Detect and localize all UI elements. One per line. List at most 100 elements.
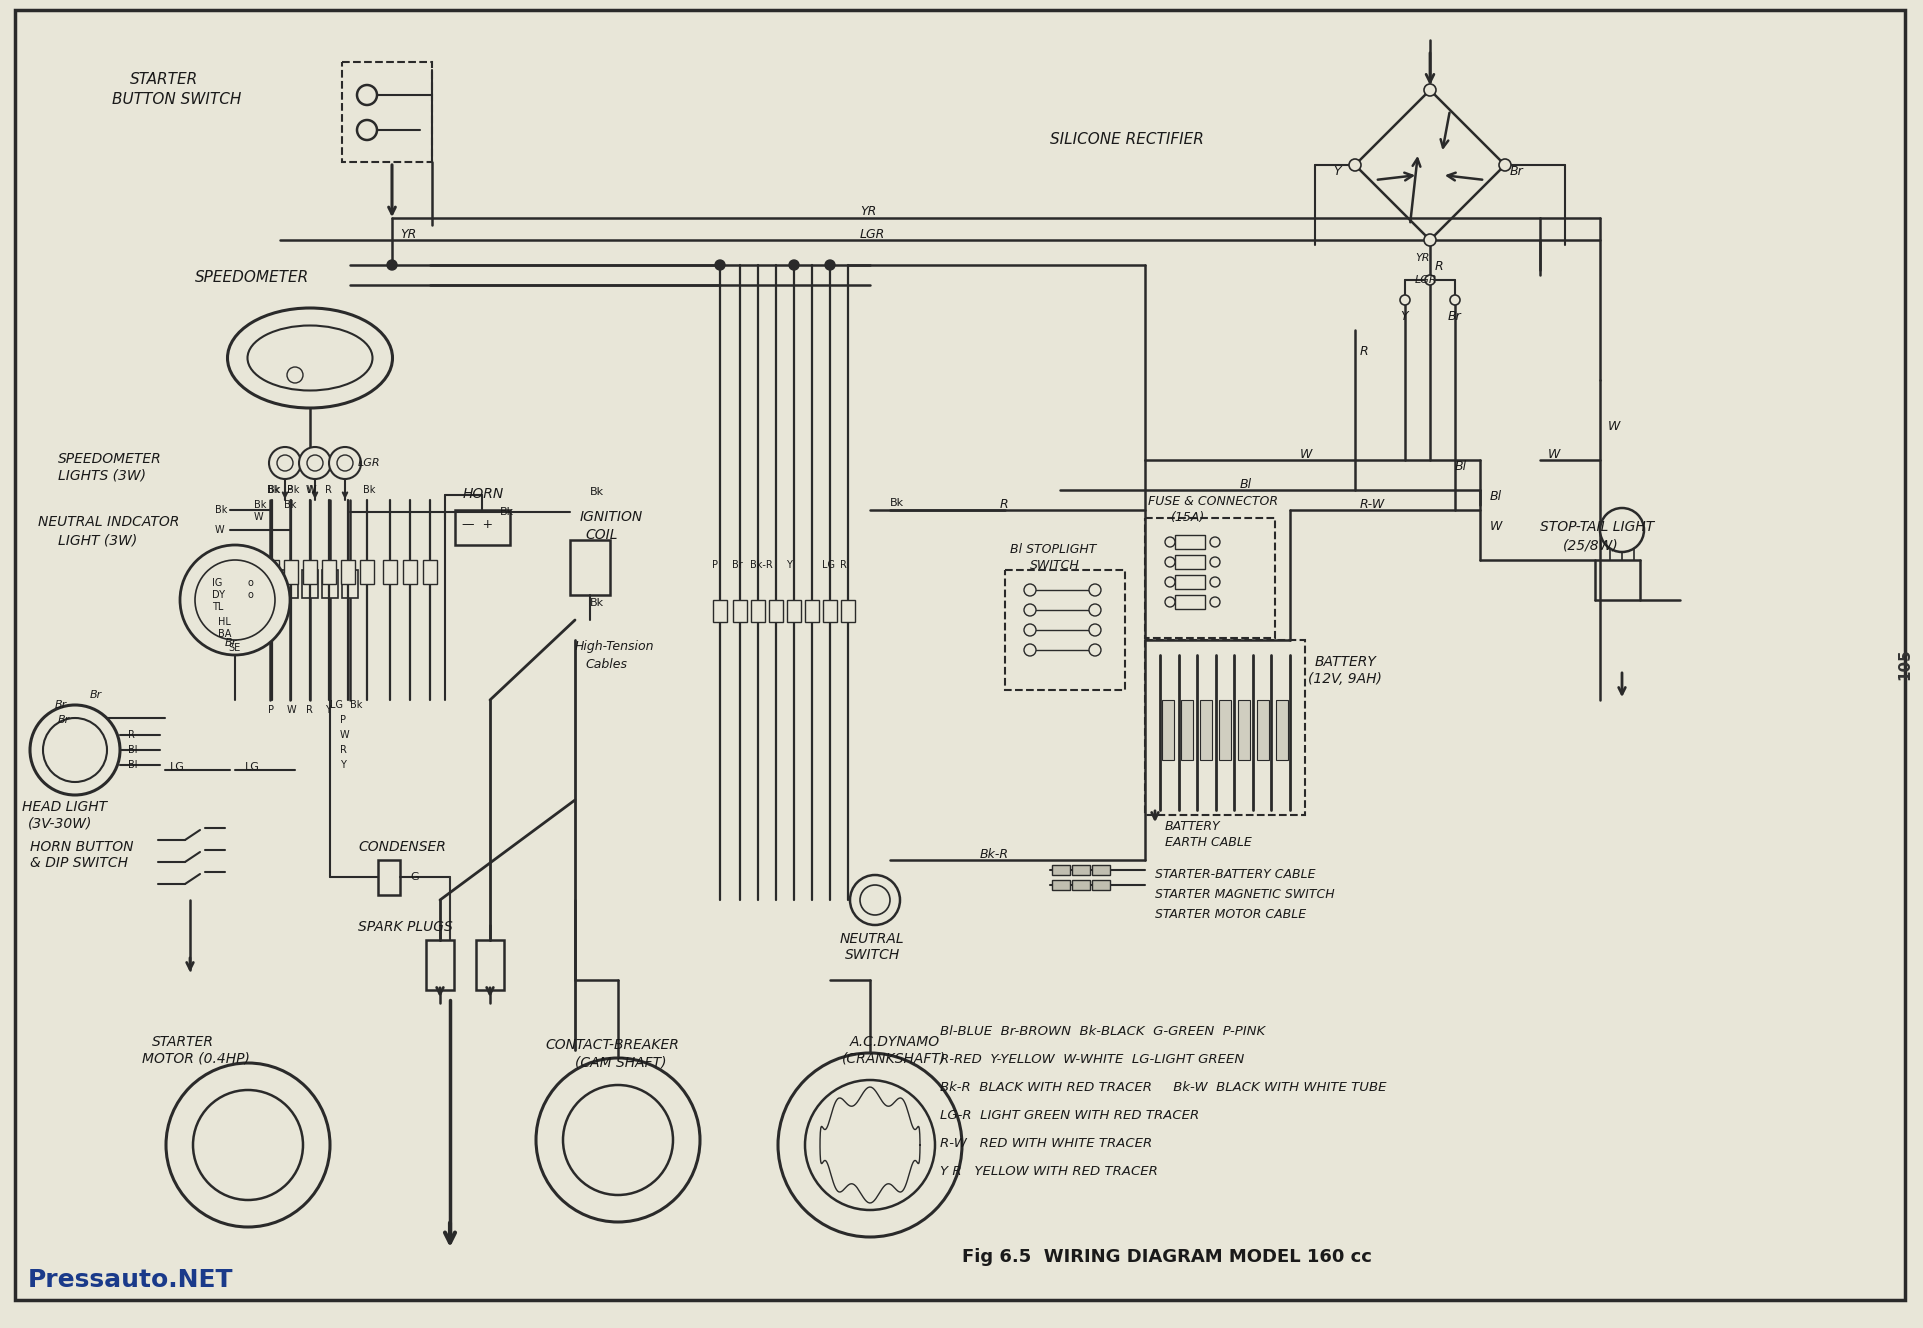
Bar — [1236, 700, 1250, 760]
Bar — [733, 600, 746, 622]
Text: BUTTON SWITCH: BUTTON SWITCH — [112, 92, 240, 108]
Ellipse shape — [227, 308, 392, 408]
Circle shape — [850, 875, 900, 926]
Text: Y: Y — [340, 760, 346, 770]
Bar — [342, 570, 358, 598]
Bar — [383, 560, 396, 584]
Text: Bk: Bk — [350, 700, 362, 710]
Text: BA: BA — [217, 629, 231, 639]
Circle shape — [1088, 644, 1100, 656]
Text: —  +: — + — [462, 518, 492, 531]
Circle shape — [1400, 295, 1410, 305]
Circle shape — [1210, 537, 1219, 547]
Text: High-Tension: High-Tension — [575, 640, 654, 653]
Circle shape — [1165, 556, 1175, 567]
Bar — [1175, 555, 1204, 568]
Text: STARTER: STARTER — [152, 1035, 213, 1049]
Bar — [1256, 700, 1269, 760]
Text: R-W: R-W — [1360, 498, 1385, 511]
Text: (12V, 9AH): (12V, 9AH) — [1308, 672, 1381, 687]
Bar — [1092, 880, 1110, 890]
Circle shape — [777, 1053, 962, 1236]
Bar — [1071, 865, 1090, 875]
Bar — [602, 1082, 633, 1098]
Bar — [1200, 700, 1211, 760]
Bar — [475, 940, 504, 989]
Bar — [283, 570, 298, 598]
Bar — [840, 600, 854, 622]
Circle shape — [1210, 556, 1219, 567]
Circle shape — [563, 1085, 673, 1195]
Text: LG: LG — [244, 762, 260, 772]
Circle shape — [1210, 576, 1219, 587]
Text: LIGHTS (3W): LIGHTS (3W) — [58, 467, 146, 482]
Circle shape — [1165, 537, 1175, 547]
Bar — [1144, 640, 1304, 815]
Text: Fig 6.5  WIRING DIAGRAM MODEL 160 cc: Fig 6.5 WIRING DIAGRAM MODEL 160 cc — [962, 1248, 1371, 1266]
Circle shape — [42, 718, 108, 782]
Bar — [804, 600, 819, 622]
Text: R: R — [340, 745, 346, 756]
Text: (25/8W): (25/8W) — [1561, 538, 1617, 552]
Bar — [569, 540, 610, 595]
Text: LG-R  LIGHT GREEN WITH RED TRACER: LG-R LIGHT GREEN WITH RED TRACER — [940, 1109, 1198, 1122]
Bar — [302, 570, 317, 598]
Text: SPEEDOMETER: SPEEDOMETER — [194, 270, 310, 286]
Text: Br: Br — [731, 560, 742, 570]
Text: LGR: LGR — [358, 458, 381, 467]
Text: MOTOR (0.4HP): MOTOR (0.4HP) — [142, 1052, 250, 1066]
Bar — [1175, 595, 1204, 610]
Bar — [321, 560, 337, 584]
Text: IGNITION: IGNITION — [579, 510, 642, 525]
Circle shape — [1600, 509, 1642, 552]
Bar — [769, 600, 783, 622]
Bar — [1181, 700, 1192, 760]
Text: Y: Y — [1333, 165, 1340, 178]
Text: P: P — [267, 705, 273, 714]
Text: (CAM SHAFT): (CAM SHAFT) — [575, 1054, 665, 1069]
Circle shape — [1088, 624, 1100, 636]
Text: (CRANKSHAFT): (CRANKSHAFT) — [842, 1052, 946, 1066]
Circle shape — [788, 260, 798, 270]
Bar — [1004, 570, 1125, 691]
Bar — [340, 560, 356, 584]
Circle shape — [1423, 84, 1435, 96]
Text: & DIP SWITCH: & DIP SWITCH — [31, 857, 129, 870]
Text: R: R — [1435, 260, 1442, 274]
Bar — [787, 600, 800, 622]
Text: STOP-TAIL LIGHT: STOP-TAIL LIGHT — [1538, 521, 1654, 534]
Circle shape — [192, 1090, 302, 1201]
Circle shape — [1425, 275, 1435, 286]
Text: W: W — [254, 513, 263, 522]
Circle shape — [860, 884, 890, 915]
Circle shape — [1423, 234, 1435, 246]
Text: Y: Y — [1400, 309, 1408, 323]
Text: LGR: LGR — [860, 228, 885, 240]
Text: Bl: Bl — [1454, 459, 1467, 473]
Bar — [602, 1182, 633, 1198]
Text: P: P — [340, 714, 346, 725]
Text: TL: TL — [212, 602, 223, 612]
Text: Bk: Bk — [285, 501, 296, 510]
Circle shape — [387, 260, 396, 270]
Bar — [402, 560, 417, 584]
Bar — [750, 600, 765, 622]
Text: LG: LG — [821, 560, 835, 570]
Bar — [265, 560, 279, 584]
Text: Bl: Bl — [129, 745, 137, 756]
Text: P: P — [287, 485, 292, 495]
Circle shape — [1210, 598, 1219, 607]
Text: R: R — [129, 730, 135, 740]
Bar — [1052, 865, 1069, 875]
Bar — [1052, 880, 1069, 890]
Text: R: R — [840, 560, 846, 570]
Text: Bk: Bk — [267, 485, 281, 495]
Bar — [360, 560, 373, 584]
Circle shape — [1348, 159, 1360, 171]
Bar — [823, 600, 837, 622]
Text: HEAD LIGHT: HEAD LIGHT — [21, 799, 108, 814]
Text: IG: IG — [212, 578, 223, 588]
Text: NEUTRAL INDCATOR: NEUTRAL INDCATOR — [38, 515, 179, 529]
Text: R: R — [325, 485, 331, 495]
Text: Bl: Bl — [1488, 490, 1502, 503]
